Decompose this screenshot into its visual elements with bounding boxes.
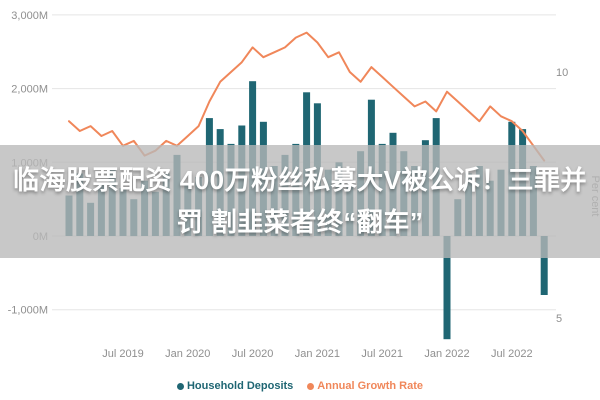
legend-label-annual-growth-rate: Annual Growth Rate [317, 380, 424, 392]
household-deposits-dot-icon [176, 382, 184, 390]
deposit-bar [540, 236, 548, 295]
legend-item-household-deposits: Household Deposits [176, 380, 294, 392]
right-axis-tick-label: 5 [556, 313, 562, 325]
deposit-bar [443, 236, 451, 340]
headline-line1: 临海股票配资 400万粉丝私募大V被公诉！三罪并 [13, 164, 587, 195]
headline-line2: 罚 割韭菜者终“翻车” [176, 206, 424, 237]
x-axis-tick-label: Jul 2020 [232, 348, 274, 360]
legend-label-household-deposits: Household Deposits [186, 380, 294, 392]
x-axis-tick-label: Jul 2022 [491, 348, 533, 360]
annual-growth-rate-dot-icon [307, 382, 315, 390]
chart-legend: Household Deposits Annual Growth Rate [0, 380, 600, 392]
x-axis-tick-label: Jan 2020 [165, 348, 210, 360]
x-axis-tick-label: Jul 2019 [102, 348, 144, 360]
x-axis-tick-label: Jan 2022 [424, 348, 469, 360]
y-axis-tick-label: 2,000M [11, 84, 48, 96]
legend-item-annual-growth-rate: Annual Growth Rate [307, 380, 423, 392]
right-axis-tick-label: 10 [556, 67, 568, 79]
y-axis-tick-label: -1,000M [8, 305, 48, 317]
x-axis-tick-label: Jul 2021 [361, 348, 403, 360]
y-axis-tick-label: 3,000M [11, 10, 48, 22]
headline-overlay: 临海股票配资 400万粉丝私募大V被公诉！三罪并 罚 割韭菜者终“翻车” [0, 145, 600, 258]
x-axis-tick-label: Jan 2021 [295, 348, 340, 360]
